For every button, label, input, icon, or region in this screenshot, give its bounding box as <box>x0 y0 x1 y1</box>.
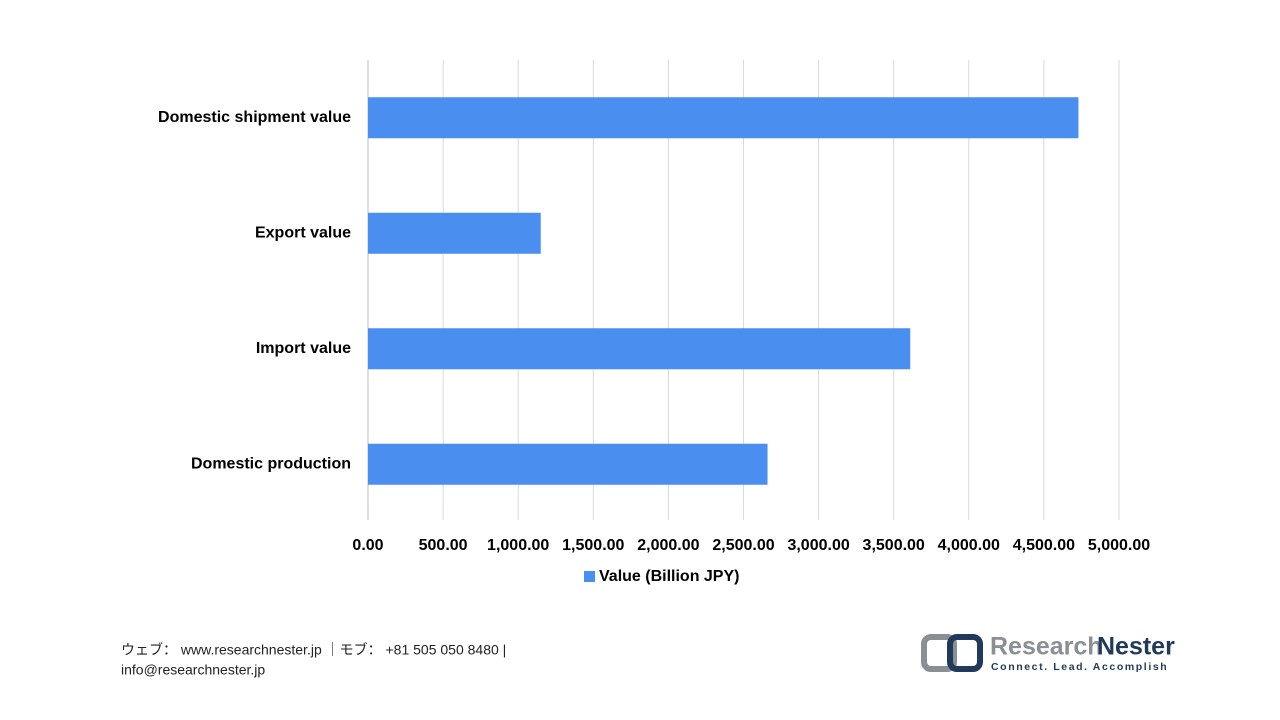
y-tick-label: Domestic production <box>191 455 351 472</box>
logo-text: Nester <box>1097 633 1175 661</box>
y-tick-label: Export value <box>255 224 351 241</box>
logo: Research Nester Connect. Lead. Accomplis… <box>921 633 1175 673</box>
bar <box>368 443 768 485</box>
legend-label: Value (Billion JPY) <box>599 568 739 585</box>
y-tick-label: Import value <box>256 340 351 357</box>
x-tick-label: 1,500.00 <box>562 537 624 554</box>
logo-icon <box>921 634 957 672</box>
logo-tagline: Connect. Lead. Accomplish <box>991 661 1168 673</box>
bar <box>368 328 911 370</box>
x-tick-label: 0.00 <box>352 537 383 554</box>
x-tick-label: 1,000.00 <box>487 537 549 554</box>
footer-text: ウェブ： www.researchnester.jp ｜モブ： +81 505 … <box>121 642 506 658</box>
x-tick-label: 500.00 <box>419 537 468 554</box>
x-tick-label: 2,000.00 <box>637 537 699 554</box>
logo-icon <box>947 634 983 672</box>
y-tick-label: Domestic shipment value <box>158 109 351 126</box>
bar <box>368 212 541 254</box>
logo-text: Research <box>990 633 1103 661</box>
legend-swatch <box>584 571 595 582</box>
x-tick-label: 4,000.00 <box>938 537 1000 554</box>
bar <box>368 97 1079 139</box>
x-tick-label: 3,500.00 <box>863 537 925 554</box>
x-tick-label: 3,000.00 <box>787 537 849 554</box>
x-tick-label: 4,500.00 <box>1013 537 1075 554</box>
footer-text: info@researchnester.jp <box>121 662 265 678</box>
x-tick-label: 5,000.00 <box>1088 537 1150 554</box>
x-tick-label: 2,500.00 <box>712 537 774 554</box>
